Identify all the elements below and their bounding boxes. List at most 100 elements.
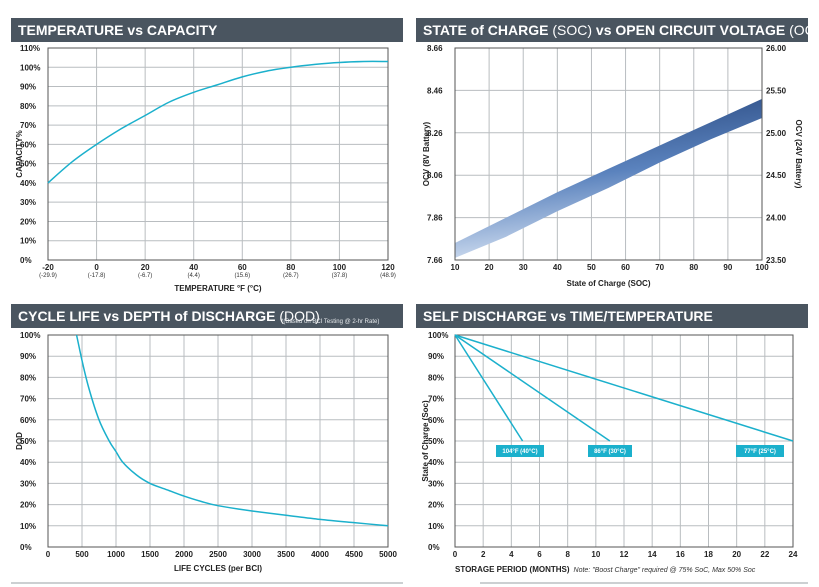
series-label-box [496,445,544,457]
y-tick-label: 90% [20,83,36,92]
x-tick-sublabel: (-17.8) [88,273,106,279]
x-tick-label: 50 [587,263,596,272]
x-tick-sublabel: (4.4) [188,273,200,279]
x-tick-label: 60 [238,263,247,272]
x-tick-label: 500 [75,550,89,559]
y-tick-label: 110% [20,44,40,53]
y-tick-label: 100% [20,331,40,340]
header-soc-ocv-title: STATE of CHARGE (SOC) vs OPEN CIRCUIT VO… [423,22,819,38]
x-tick-label: 4000 [311,550,329,559]
x-tick-label: 2500 [209,550,227,559]
y-tick-label: 80% [20,373,36,382]
header-self-discharge: SELF DISCHARGE vs TIME/TEMPERATURE [416,304,808,328]
y-tick-label: 100% [428,331,448,340]
chart-cycle-life-dod: 0 500 1000 1500 2000 2500 3000 3500 4000 4500 5000… [15,331,397,573]
y-tick-label: 0% [20,543,32,552]
y-tick-label: 8.66 [427,44,443,53]
x-tick-sublabel: (-29.9) [39,273,57,279]
header-soc-ocv: STATE of CHARGE (SOC) vs OPEN CIRCUIT VO… [416,18,819,42]
y-tick-label: 80% [428,373,444,382]
y-tick-label: 50% [20,437,36,446]
x-tick-label: -20 [42,263,54,272]
y-tick-label: 7.66 [427,256,443,265]
x-tick-sublabel: (15.6) [234,273,250,279]
y-tick-label: 20% [20,217,36,226]
y-tick-label: 40% [428,458,444,467]
x-tick-label: 2 [481,550,486,559]
x-tick-label: 3500 [277,550,295,559]
x-tick-label: 80 [689,263,698,272]
header-temp-capacity-title: TEMPERATURE vs CAPACITY [18,22,218,38]
plot-frame [454,47,763,261]
x-tick-label: 40 [189,263,198,272]
y-axis-title: OCV (8V Battery) [422,121,431,186]
plot-frame [47,47,389,261]
x-tick-label: 100 [755,263,769,272]
y2-tick-label: 24.00 [766,214,787,223]
x-axis-note: Note: "Boost Charge" required @ 75% SoC,… [574,567,756,574]
x-axis-title: TEMPERATURE °F (°C) [174,284,261,293]
y-tick-label: 40% [20,179,36,188]
x-tick-label: 22 [760,550,769,559]
y2-axis-title: OCV (24V Battery) [794,120,803,189]
series-label-box [588,445,632,457]
y-tick-label: 8.46 [427,86,443,95]
x-tick-label: 16 [676,550,685,559]
y2-tick-label: 25.00 [766,129,787,138]
y-tick-label: 20% [20,501,36,510]
y-axis-title: CAPACITY% [15,130,24,177]
x-axis-title: LIFE CYCLES (per BCI) [174,564,262,573]
y-tick-label: 8.26 [427,129,443,138]
y-tick-label: 90% [428,352,444,361]
x-tick-label: 2000 [175,550,193,559]
x-tick-label: 20 [485,263,494,272]
y-tick-label: 10% [20,522,36,531]
y-axis-title: State of Charge (Soc) [421,400,430,482]
y-tick-label: 90% [20,352,36,361]
y-tick-label: 60% [428,416,444,425]
x-tick-label: 3000 [243,550,261,559]
dod-curve [75,334,389,527]
x-tick-label: 6 [537,550,542,559]
y-tick-label: 8.06 [427,171,443,180]
y-axis-title: DOD [15,432,24,450]
discharge-line-2 [454,334,794,442]
header-cycle-life: CYCLE LIFE vs DEPTH of DISCHARGE (DOD) *… [11,304,403,328]
y-tick-label: 20% [428,501,444,510]
y-tick-label: 7.86 [427,214,443,223]
x-tick-label: 60 [621,263,630,272]
y-tick-label: 30% [20,198,36,207]
y-tick-label: 60% [20,140,36,149]
y2-tick-label: 26.00 [766,44,787,53]
x-tick-sublabel: (48.9) [380,273,396,279]
x-tick-label: 20 [141,263,150,272]
y-tick-label: 70% [20,395,36,404]
header-temp-capacity: TEMPERATURE vs CAPACITY [11,18,403,42]
x-tick-label: 0 [453,550,458,559]
discharge-line-1 [454,334,611,442]
x-tick-sublabel: (26.7) [283,273,299,279]
ocv-band [455,98,762,258]
chart-soc-ocv: 10 20 30 40 50 60 70 80 90 100 7.66 7.86 8.06 8.26 8.4… [422,44,803,288]
y2-tick-label: 25.50 [766,86,787,95]
x-tick-label: 1500 [141,550,159,559]
x-tick-label: 14 [648,550,657,559]
x-axis-title: State of Charge (SOC) [566,279,650,288]
x-tick-label: 4 [509,550,514,559]
x-tick-label: 30 [519,263,528,272]
capacity-curve [47,60,389,184]
y-tick-label: 0% [20,256,32,265]
y-tick-label: 40% [20,458,36,467]
header-cycle-life-title: CYCLE LIFE vs DEPTH of DISCHARGE (DOD) [18,308,320,324]
y-tick-label: 50% [20,160,36,169]
x-tick-label: 5000 [379,550,397,559]
header-self-discharge-title: SELF DISCHARGE vs TIME/TEMPERATURE [423,308,713,324]
y-tick-label: 30% [20,479,36,488]
cycle-life-note: *(Based on BCI Testing @ 2-hr Rate) [281,319,379,325]
y-tick-label: 50% [428,437,444,446]
x-tick-label: 10 [591,550,600,559]
x-tick-label: 24 [789,550,798,559]
x-tick-label: 8 [565,550,570,559]
x-tick-label: 0 [46,550,51,559]
